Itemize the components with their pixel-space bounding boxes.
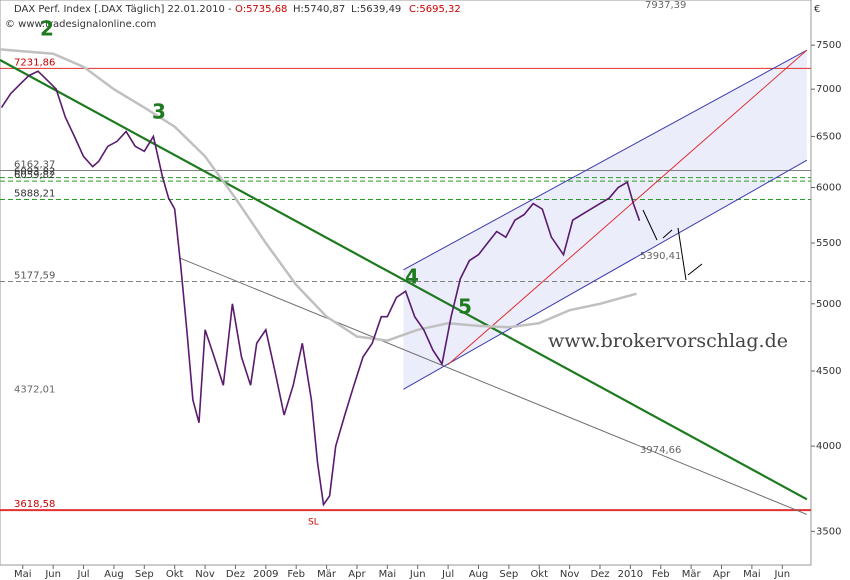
x-tick-label: Feb xyxy=(652,569,670,580)
level-label: 7231,86 xyxy=(14,57,55,68)
wave-label: 2 xyxy=(40,17,54,41)
x-tick-label: Mai xyxy=(743,569,761,580)
high: H:5740,87 xyxy=(293,4,345,15)
wave-label: 3 xyxy=(152,100,166,124)
x-tick-label: Apr xyxy=(713,569,731,580)
arrow xyxy=(662,229,673,239)
trendline xyxy=(179,257,808,515)
price-note: 3974,66 xyxy=(640,445,681,456)
x-tick-label: Mai xyxy=(379,569,397,580)
x-tick-label: Jul xyxy=(441,569,454,580)
x-tick-label: Okt xyxy=(530,569,548,580)
y-tick-label: 6000 xyxy=(816,182,841,193)
y-tick-label: 3500 xyxy=(816,526,841,537)
x-tick-label: Jun xyxy=(44,569,61,580)
x-tick-label: 2009 xyxy=(253,569,278,580)
x-tick-label: Mär xyxy=(682,569,702,580)
price-note: 4372,01 xyxy=(14,384,55,395)
x-tick-label: Aug xyxy=(104,569,124,580)
y-tick-label: 7000 xyxy=(816,84,841,95)
low: L:5639,49 xyxy=(351,4,401,15)
x-tick-label: Aug xyxy=(469,569,489,580)
price-note: 7937,39 xyxy=(645,0,686,11)
x-tick-label: Jul xyxy=(77,569,90,580)
open: O:5735,68 xyxy=(235,4,287,15)
y-tick-label: 4500 xyxy=(816,366,841,377)
level-label: 6093,82 xyxy=(14,167,55,178)
x-tick-label: Sep xyxy=(499,569,518,580)
level-label: 6162,37 xyxy=(14,159,55,170)
channel-fill xyxy=(403,50,807,390)
close: C:5695,32 xyxy=(409,4,461,15)
watermark: www.brokervorschlag.de xyxy=(548,330,788,352)
wave-label: SL xyxy=(308,518,319,528)
x-tick-label: Mär xyxy=(317,569,337,580)
y-tick-label: 6500 xyxy=(816,131,841,142)
arrow xyxy=(687,263,703,276)
x-tick-label: Okt xyxy=(166,569,184,580)
x-tick-label: Nov xyxy=(195,569,215,580)
level-label: 6059,82 xyxy=(14,170,55,181)
y-tick-label: 5000 xyxy=(816,299,841,310)
price-note: 5390,41 xyxy=(640,251,681,262)
x-tick-label: Dez xyxy=(590,569,609,580)
y-tick-label: 5500 xyxy=(816,238,841,249)
x-tick-label: Jun xyxy=(409,569,426,580)
level-label: 5888,21 xyxy=(14,188,55,199)
arrow xyxy=(677,227,687,281)
header: DAX Perf. Index [.DAX Täglich] 22.01.201… xyxy=(5,4,820,30)
x-tick-label: 2010 xyxy=(618,569,643,580)
currency: € xyxy=(814,4,820,15)
trendline xyxy=(403,159,808,390)
x-tick-label: Nov xyxy=(560,569,580,580)
wave-label: 5 xyxy=(458,295,472,319)
x-tick-label: Sep xyxy=(135,569,154,580)
level-label: 3618,58 xyxy=(14,499,55,510)
x-tick-label: Dez xyxy=(226,569,245,580)
x-tick-label: Feb xyxy=(287,569,305,580)
x-tick-label: Mai xyxy=(14,569,32,580)
arrow xyxy=(642,209,658,241)
price-line xyxy=(0,70,641,507)
wave-label: 4 xyxy=(405,265,419,289)
y-tick-label: 7500 xyxy=(816,40,841,51)
x-tick-label: Apr xyxy=(348,569,366,580)
y-tick-label: 4000 xyxy=(816,441,841,452)
trendline xyxy=(0,58,808,501)
moving-average xyxy=(0,48,637,342)
trendline xyxy=(403,49,808,271)
chart-title: DAX Perf. Index [.DAX Täglich] 22.01.201… xyxy=(14,4,232,15)
level-label: 5177,59 xyxy=(14,271,55,282)
copyright: © www.tradesignalonline.com xyxy=(5,19,156,30)
x-tick-label: Jun xyxy=(773,569,790,580)
trendline xyxy=(447,49,808,365)
